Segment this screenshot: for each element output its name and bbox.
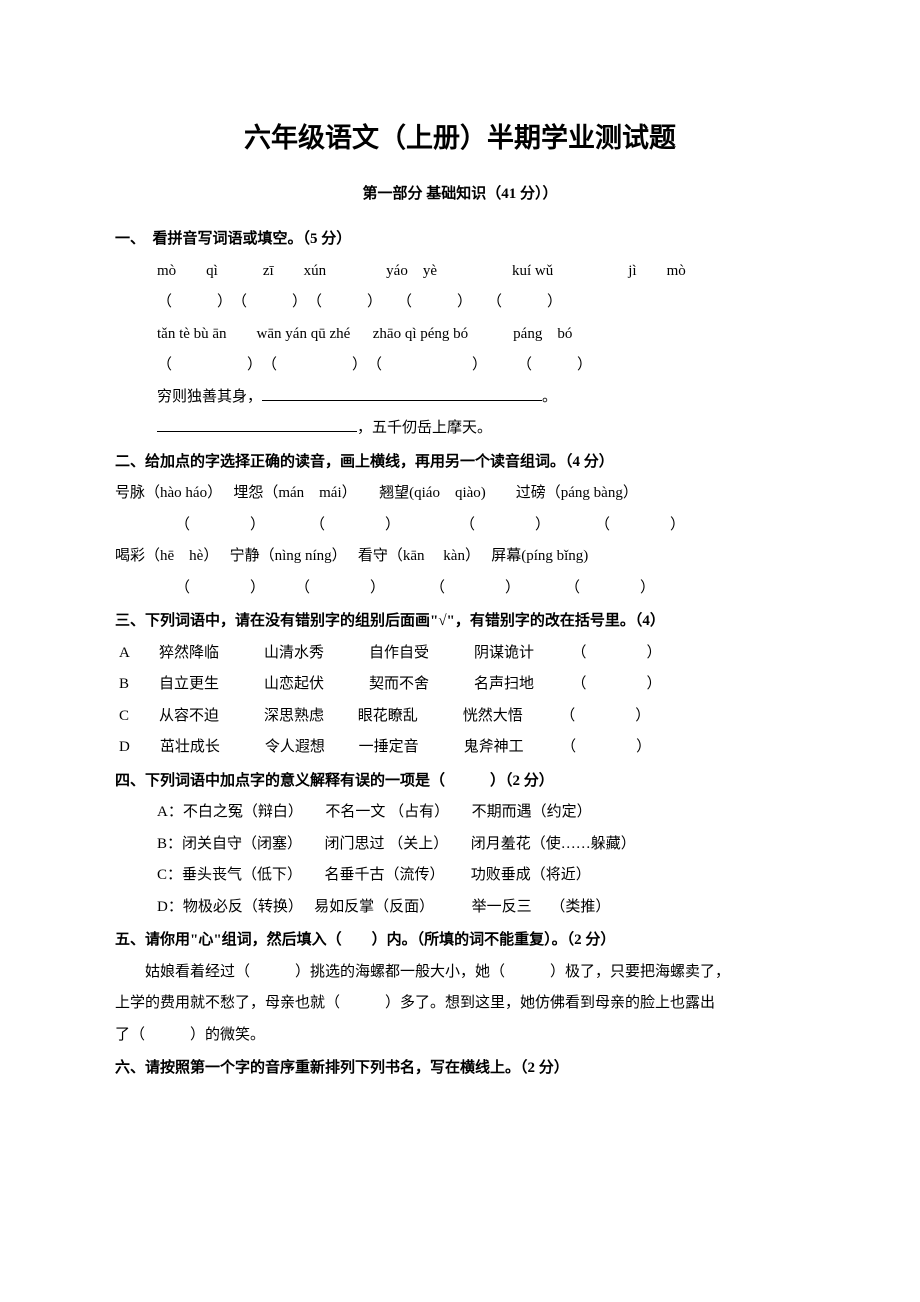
q1-fill1-blank (262, 386, 542, 401)
q6-heading: 六、请按照第一个字的音序重新排列下列书名，写在横线上。（2 分） (115, 1053, 805, 1085)
q2-row2: 喝彩（hē hè） 宁静（nìng níng） 看守（kān kàn） 屏幕(p… (115, 541, 805, 573)
q3-heading: 三、下列词语中，请在没有错别字的组别后面画"√"，有错别字的改在括号里。（4） (115, 606, 805, 638)
page-title: 六年级语文（上册）半期学业测试题 (115, 110, 805, 167)
q4-optC: C：垂头丧气（低下） 名垂千古（流传） 功败垂成（将近） (115, 860, 805, 892)
q3-rowD: D 茁壮成长 令人遐想 一捶定音 鬼斧神工 （ ） (115, 732, 805, 764)
q1-blank-row1: （ ） （ ） （ ） （ ） （ ） (115, 287, 805, 319)
q4-optD: D：物极必反（转换） 易如反掌（反面） 举一反三 （类推） (115, 892, 805, 924)
q1-heading: 一、 看拼音写词语或填空。（5 分） (115, 224, 805, 256)
q2-blank2: （ ） （ ） （ ） （ ） (115, 573, 805, 605)
q5-text2: 上学的费用就不愁了，母亲也就（ ）多了。想到这里，她仿佛看到母亲的脸上也露出 (115, 988, 805, 1020)
q1-fill1: 穷则独善其身， 。 (115, 382, 805, 414)
q4-heading: 四、下列词语中加点字的意义解释有误的一项是（ ）（2 分） (115, 766, 805, 798)
q1-fill1-suffix: 。 (542, 389, 557, 405)
q5-text3: 了（ ）的微笑。 (115, 1020, 805, 1052)
page-subtitle: 第一部分 基础知识（41 分）） (115, 179, 805, 211)
q5-heading: 五、请你用"心"组词，然后填入（ ）内。（所填的词不能重复）。（2 分） (115, 925, 805, 957)
q4-optB: B：闭关自守（闭塞） 闭门思过 （关上） 闭月羞花（使……躲藏） (115, 829, 805, 861)
q1-fill1-prefix: 穷则独善其身， (157, 389, 262, 405)
q1-pinyin-row1: mò qì zī xún yáo yè kuí wǔ jì mò (115, 256, 805, 288)
q1-fill2-suffix: ，五千仞岳上摩天。 (357, 420, 492, 436)
q3-rowC: C 从容不迫 深思熟虑 眼花瞭乱 恍然大悟 （ ） (115, 701, 805, 733)
q1-pinyin-row2: tǎn tè bù ān wān yán qū zhé zhāo qì péng… (115, 319, 805, 351)
q2-row1: 号脉（hào háo） 埋怨（mán mái） 翘望(qiáo qiào) 过磅… (115, 478, 805, 510)
q2-blank1: （ ） （ ） （ ） （ ） (115, 510, 805, 542)
q1-fill2-blank (157, 417, 357, 432)
q2-heading: 二、给加点的字选择正确的读音，画上横线，再用另一个读音组词。（4 分） (115, 447, 805, 479)
q1-blank-row2: （ ） （ ） （ ） （ ） (115, 350, 805, 382)
q3-rowB: B 自立更生 山恋起伏 契而不舍 名声扫地 （ ） (115, 669, 805, 701)
q5-text1: 姑娘看着经过（ ）挑选的海螺都一般大小，她（ ）极了，只要把海螺卖了， (115, 957, 805, 989)
q4-optA: A：不白之冤（辩白） 不名一文 （占有） 不期而遇（约定） (115, 797, 805, 829)
q3-rowA: A 猝然降临 山清水秀 自作自受 阴谋诡计 （ ） (115, 638, 805, 670)
q1-fill2: ，五千仞岳上摩天。 (115, 413, 805, 445)
